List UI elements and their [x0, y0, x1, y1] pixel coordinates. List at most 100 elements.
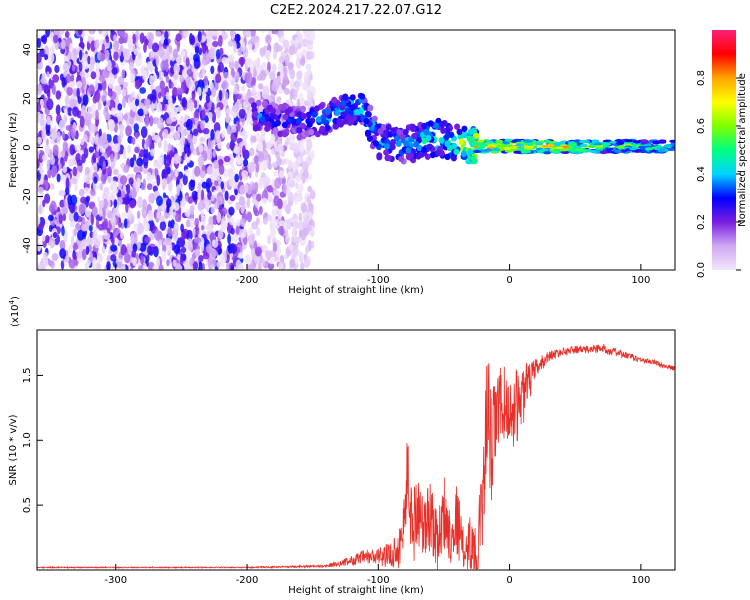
spectrogram-noise-cell [61, 39, 66, 50]
spectrogram-noise-cell [189, 51, 194, 63]
spectrogram-noise-cell [299, 251, 304, 262]
spectrogram-noise-cell [55, 90, 62, 100]
spectrogram-noise-cell [49, 236, 56, 249]
spectrogram-noise-layer [37, 30, 316, 270]
spectrogram-noise-cell [45, 144, 51, 155]
spectrogram-noise-cell [110, 244, 118, 252]
spectrogram-noise-cell [300, 142, 304, 154]
spectrogram-noise-cell [170, 111, 178, 122]
spectrogram-signal-cell [566, 147, 575, 151]
spectrogram-noise-cell [159, 220, 167, 231]
spectrogram-signal-cell [383, 143, 390, 150]
spectrogram-noise-cell [139, 165, 143, 173]
spectrogram-noise-cell [201, 68, 206, 77]
spectrogram-noise-cell [123, 113, 128, 121]
spectrogram-noise-cell [241, 203, 246, 211]
spectrogram-noise-cell [75, 81, 83, 88]
spectrogram-noise-cell [67, 194, 73, 206]
spectrogram-signal-cell [579, 140, 587, 144]
spectrogram-noise-cell [163, 38, 169, 46]
spectrogram-noise-cell [194, 45, 200, 55]
spectrogram-noise-cell [139, 242, 147, 252]
spectrogram-noise-cell [88, 30, 96, 35]
spectrogram-noise-cell [118, 124, 125, 132]
spectrogram-noise-cell [283, 221, 288, 231]
spectrogram-noise-cell [259, 47, 267, 56]
spectrogram-noise-cell [140, 182, 145, 191]
spectrogram-signal-cell [324, 124, 331, 132]
spectrogram-noise-cell [246, 212, 253, 223]
spectrogram-noise-cell [206, 230, 211, 240]
spectrogram-noise-cell [163, 128, 169, 137]
spectrogram-signal-cell [490, 150, 499, 154]
spectrogram-signal-cell [390, 128, 397, 135]
spectrogram-noise-cell [69, 144, 76, 156]
spectrogram-noise-cell [173, 222, 179, 234]
spectrogram-noise-cell [161, 177, 168, 188]
spectrogram-signal-cell [336, 118, 343, 125]
spectrogram-noise-cell [136, 177, 142, 188]
spectrogram-noise-cell [210, 65, 215, 75]
spectrogram-noise-cell [251, 221, 259, 230]
spectrogram-noise-cell [58, 189, 66, 197]
spectrogram-noise-cell [234, 173, 240, 183]
spectrogram-noise-cell [174, 169, 179, 178]
spectrogram-noise-cell [87, 105, 95, 115]
spectrogram-noise-cell [94, 68, 101, 81]
spectrogram-noise-cell [234, 33, 241, 43]
spectrogram-noise-cell [116, 111, 123, 124]
spectrogram-noise-cell [259, 69, 267, 81]
spectrogram-signal-cell [333, 123, 339, 130]
spectrogram-signal-cell [423, 129, 430, 136]
spectrogram-noise-cell [228, 177, 235, 187]
spectrogram-noise-cell [213, 159, 219, 170]
spectrogram-noise-cell [164, 163, 169, 175]
spectrogram-noise-cell [213, 189, 218, 199]
spectrogram-noise-cell [289, 258, 295, 269]
spectrogram-signal-cell [553, 148, 562, 152]
spectrogram-noise-cell [99, 74, 106, 83]
spectrogram-noise-cell [144, 98, 151, 106]
colorbar-label: Normalized spectral amplitude [737, 73, 748, 227]
spectrogram-noise-cell [300, 262, 305, 270]
spectrogram-noise-cell [37, 37, 42, 49]
spectrogram-noise-cell [273, 170, 278, 177]
spectrogram-noise-cell [306, 44, 314, 51]
spectrogram-noise-cell [117, 85, 122, 95]
spectrogram-noise-cell [248, 227, 253, 236]
spectrogram-noise-cell [46, 71, 50, 78]
spectrogram-signal-cell [458, 138, 465, 145]
spectrogram-noise-cell [144, 115, 150, 127]
spectrogram-signal-cell [472, 149, 481, 154]
spectrogram-noise-cell [216, 211, 222, 224]
spectrogram-noise-cell [51, 84, 56, 95]
spectrogram-noise-cell [142, 198, 148, 210]
colorbar: 0.0 0.2 0.4 0.6 0.8 Normalized spectral ampl… [696, 30, 748, 278]
spectrogram-noise-cell [234, 188, 238, 196]
spectrogram-noise-cell [128, 61, 135, 71]
spectrogram-x-tick-label: -100 [367, 275, 390, 286]
spectrogram-signal-cell [420, 146, 427, 153]
spectrogram-noise-cell [44, 45, 49, 57]
spectrogram-signal-cell [504, 138, 513, 142]
spectrogram-noise-cell [215, 130, 221, 140]
spectrogram-noise-cell [88, 146, 94, 153]
spectrogram-noise-cell [112, 168, 119, 176]
spectrogram-noise-cell [186, 68, 193, 76]
spectrogram-signal-cell [486, 142, 495, 147]
spectrogram-signal-cell [432, 122, 439, 129]
spectrogram-noise-cell [261, 197, 268, 205]
spectrogram-x-tick-label: 100 [631, 275, 650, 286]
spectrogram-noise-cell [92, 229, 98, 242]
spectrogram-noise-cell [110, 216, 117, 226]
spectrogram-noise-cell [99, 182, 104, 191]
spectrogram-noise-cell [84, 207, 92, 218]
spectrogram-noise-cell [273, 195, 280, 207]
spectrogram-signal-cell [284, 108, 291, 115]
spectrogram-noise-cell [166, 155, 172, 167]
snr-plot-area [37, 330, 675, 570]
spectrogram-noise-cell [81, 153, 86, 164]
spectrogram-signal-cell [525, 142, 534, 146]
spectrogram-signal-cell [264, 125, 271, 132]
spectrogram-noise-cell [262, 217, 269, 225]
